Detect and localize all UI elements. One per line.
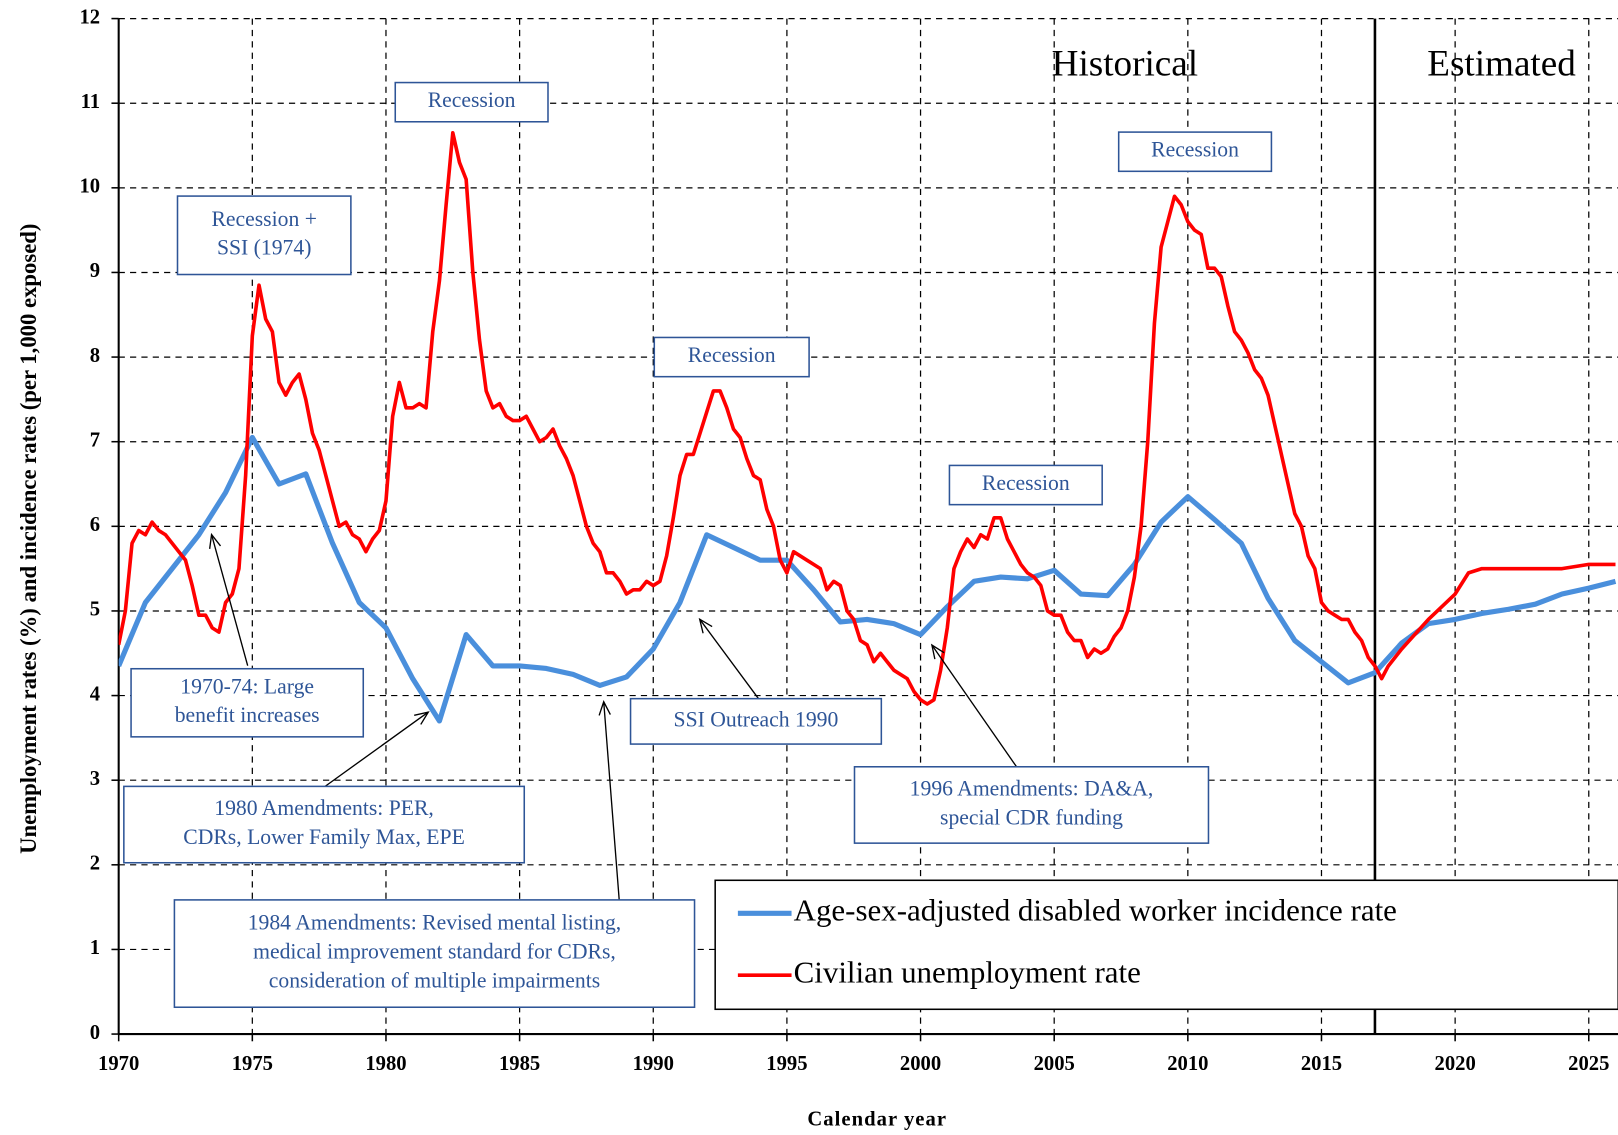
- annotation-arrow: [699, 618, 760, 700]
- annotation-arrow: [931, 644, 1018, 768]
- annotation-box: [948, 464, 1103, 506]
- annotation-text: 1996 Amendments: DA&A,: [910, 776, 1154, 800]
- y-tick-label: 4: [90, 683, 100, 705]
- data-line: [118, 434, 1617, 724]
- annotation-text: Recession +: [211, 207, 316, 231]
- y-tick-label: 1: [90, 937, 100, 959]
- y-tick-label: 8: [90, 345, 100, 367]
- x-tick-label: 1990: [633, 1053, 674, 1075]
- y-tick-label: 2: [90, 853, 100, 875]
- annotation-text: medical improvement standard for CDRs,: [253, 940, 616, 964]
- annotation-text: consideration of multiple impairments: [269, 968, 600, 992]
- annotation-box: [853, 766, 1210, 844]
- y-tick-label: 0: [90, 1022, 100, 1044]
- x-tick-label: 1975: [232, 1053, 273, 1075]
- arrow-head: [930, 643, 945, 660]
- legend-box: [714, 879, 1618, 1011]
- annotation-arrow: [603, 701, 620, 900]
- x-tick-label: 1995: [766, 1053, 807, 1075]
- legend-label: Civilian unemployment rate: [794, 954, 1141, 989]
- plot-area: [118, 131, 1617, 724]
- x-tick-label: 2025: [1568, 1053, 1609, 1075]
- region-label: Estimated: [1427, 44, 1576, 85]
- annotation-text: 1980 Amendments: PER,: [214, 796, 434, 820]
- x-tick-label: 2020: [1435, 1053, 1476, 1075]
- annotation-text: 1984 Amendments: Revised mental listing,: [248, 911, 622, 935]
- data-line: [118, 131, 1616, 706]
- annotation-box: [176, 195, 352, 276]
- annotation-box: [130, 667, 365, 738]
- y-tick-label: 9: [90, 260, 100, 282]
- annotation-box: [173, 899, 696, 1009]
- annotation-arrow: [324, 711, 429, 787]
- chart-body: Calendar year Unemployment rates (%) and…: [16, 6, 1618, 1130]
- annotation-arrow: [210, 534, 249, 666]
- arrow-head: [698, 617, 713, 634]
- annotation-text: SSI (1974): [217, 236, 311, 260]
- y-tick-label: 7: [90, 429, 100, 451]
- annotation-text: benefit increases: [175, 703, 320, 727]
- annotation-text: special CDR funding: [940, 805, 1123, 829]
- annotation-text: Recession: [688, 343, 776, 367]
- y-tick-label: 3: [90, 768, 100, 790]
- x-tick-label: 1985: [499, 1053, 540, 1075]
- annotation-text: Recession: [982, 471, 1070, 495]
- x-tick-label: 1970: [98, 1053, 139, 1075]
- annotation-box: [394, 81, 549, 123]
- annotation-box: [1117, 131, 1273, 173]
- arrow-head: [414, 711, 430, 725]
- annotation-box: [629, 697, 883, 745]
- annotation-box: [123, 785, 526, 864]
- annotation-text: 1970-74: Large: [180, 674, 314, 698]
- arrow-head: [598, 700, 611, 716]
- annotation-text: Recession: [428, 88, 516, 112]
- y-tick-label: 10: [79, 176, 100, 198]
- annotation-box: [653, 336, 810, 378]
- annotation-text: Recession: [1151, 138, 1239, 162]
- x-tick-label: 2000: [900, 1053, 941, 1075]
- arrow-head: [209, 532, 222, 549]
- y-tick-label: 12: [79, 6, 100, 28]
- y-tick-label: 5: [90, 599, 100, 621]
- annotation-text: SSI Outreach 1990: [674, 707, 839, 731]
- x-tick-label: 2010: [1167, 1053, 1208, 1075]
- x-axis-label: Calendar year: [807, 1108, 947, 1130]
- region-label: Historical: [1052, 44, 1198, 85]
- y-tick-label: 6: [90, 514, 100, 536]
- annotation-text: CDRs, Lower Family Max, EPE: [183, 825, 465, 849]
- x-tick-label: 2015: [1301, 1053, 1342, 1075]
- legend-label: Age-sex-adjusted disabled worker inciden…: [794, 892, 1397, 927]
- y-axis-label: Unemployment rates (%) and incidence rat…: [16, 224, 41, 854]
- x-tick-label: 1980: [365, 1053, 406, 1075]
- x-tick-label: 2005: [1034, 1053, 1075, 1075]
- y-tick-label: 11: [81, 91, 101, 113]
